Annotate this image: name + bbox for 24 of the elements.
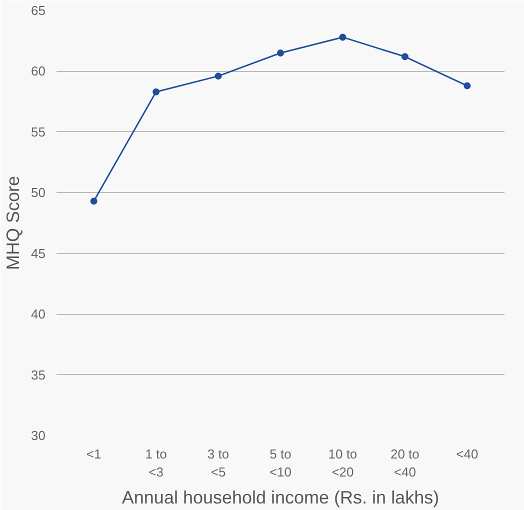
y-axis-title: MHQ Score: [3, 176, 24, 270]
x-tick-label: 3 to <5: [207, 446, 230, 480]
x-tick-label: <40: [456, 446, 478, 462]
y-tick-label: 50: [31, 185, 46, 200]
y-tick-label: 40: [31, 306, 46, 322]
point: [401, 53, 408, 60]
point: [464, 82, 471, 90]
x-tick-label: <1: [86, 446, 102, 462]
point: [152, 88, 160, 96]
x-tick-label: 1 to <3: [145, 446, 167, 480]
point: [214, 72, 222, 80]
point: [90, 198, 98, 205]
x-tick-label: 5 to <10: [269, 446, 292, 480]
x-tick-label: 20 to <40: [390, 446, 420, 480]
y-tick-label: 45: [31, 246, 46, 261]
y-tick-label: 35: [31, 367, 46, 382]
x-tick-label: 10 to <20: [328, 446, 358, 480]
point: [277, 50, 284, 56]
y-tick-label: 65: [31, 3, 46, 18]
x-axis-title: Annual household income (Rs. in lakhs): [122, 488, 440, 508]
y-tick-label: 30: [31, 428, 46, 443]
point: [339, 34, 346, 41]
y-tick-label: 60: [31, 64, 46, 79]
y-tick-label: 55: [31, 124, 46, 140]
